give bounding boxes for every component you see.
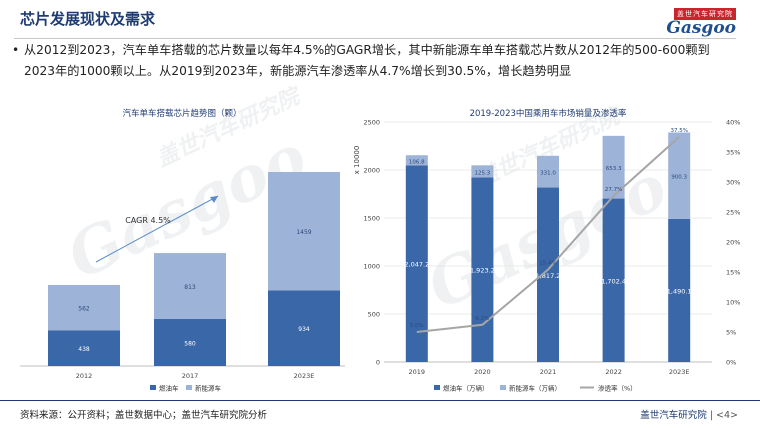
chart2-data-label: 331.0	[540, 171, 556, 177]
chart2-bar-nev	[471, 165, 494, 178]
chart2-bar-ice	[471, 177, 494, 362]
chart1-bar-ice	[154, 318, 226, 366]
chart2-x-tick: 2019	[409, 368, 426, 376]
chart2-bar-ice	[537, 187, 559, 362]
chart2-line-label: 37.5%	[670, 128, 687, 134]
chart2-line-label: 6.2%	[475, 316, 489, 322]
chart2-y-tick: 0	[376, 359, 380, 367]
chart1-cagr-label: CAGR 4.5%	[125, 216, 171, 225]
chart2-x-tick: 2020	[474, 368, 491, 376]
chart2-legend-label: 渗透率（%）	[598, 384, 637, 393]
chart2-y-tick: 1500	[363, 215, 380, 223]
logo-top-text: 盖世汽车研究院	[674, 8, 736, 20]
chart2-data-label: 900.3	[671, 175, 687, 181]
page-title: 芯片发展现状及需求	[20, 10, 156, 28]
chart2-line-label: 27.7%	[605, 187, 622, 193]
chart1-bar-nev	[154, 253, 226, 319]
page-number: | <4>	[709, 410, 738, 421]
chart1-legend-label: 新能源车	[195, 384, 222, 393]
chart1-bar-nev	[48, 284, 120, 331]
chart1-cagr-arrow	[95, 195, 219, 263]
summary-bullet: • 从2012到2023，汽车单车搭载的芯片数量以每年4.5%的GAGR增长，其…	[12, 40, 736, 82]
chart1-legend-swatch	[186, 385, 192, 390]
chart2-data-label: 1,817.2	[536, 272, 561, 280]
chart2-data-label: 125.3	[475, 170, 491, 176]
chart2-bar-ice	[602, 198, 625, 362]
chart2-legend-swatch	[500, 385, 506, 390]
chart2-data-label: 653.3	[606, 166, 622, 172]
chart2-y2-tick: 35%	[726, 149, 740, 157]
chart2-y2-tick: 20%	[726, 239, 740, 247]
chart2-y2-tick: 25%	[726, 209, 740, 217]
chart2-y-axis-label: x 10000	[353, 146, 361, 175]
chart2-legend-swatch	[434, 385, 440, 390]
brand-logo: 盖世汽车研究院 Gasgoo	[654, 8, 736, 38]
footer-org-name: 盖世汽车研究院	[640, 410, 707, 421]
chart1-bar-ice	[48, 330, 120, 366]
chart1-data-label: 438	[78, 346, 90, 353]
chart2-penetration-line	[416, 136, 680, 333]
chart1-data-label: 562	[78, 306, 90, 313]
chart2-legend-label: 新能源车（万辆）	[509, 384, 561, 393]
chart1-bar-ice	[268, 290, 340, 366]
chart2-y-tick: 500	[368, 311, 380, 319]
bullet-dot-icon: •	[12, 43, 20, 57]
chart2-data-label: 1,490.1	[667, 287, 692, 295]
chart2-y-tick: 2500	[363, 119, 380, 127]
chart2-bar-ice	[668, 218, 691, 362]
chart2-x-tick: 2023E	[669, 368, 690, 376]
chart1-title: 汽车单车搭载芯片趋势图（颗）	[122, 108, 241, 119]
chart1-bar-nev	[268, 172, 340, 291]
chart1-legend-label: 燃油车	[159, 384, 179, 393]
chart1-legend-swatch	[150, 385, 156, 390]
chart1-x-tick: 2012	[76, 372, 93, 380]
chart2-y2-tick: 5%	[726, 329, 736, 337]
chart2-x-tick: 2021	[540, 368, 557, 376]
chart1-data-label: 934	[298, 326, 310, 333]
chart2-line-label: 5.0%	[410, 323, 424, 329]
chart2-bar-ice	[405, 165, 428, 362]
chart2-data-label: 1,923.2	[470, 267, 495, 275]
summary-text: 从2012到2023，汽车单车搭载的芯片数量以每年4.5%的GAGR增长，其中新…	[24, 43, 710, 78]
footer-divider	[0, 400, 760, 401]
chart2-title: 2019-2023中国乘用车市场销量及渗透率	[470, 108, 627, 119]
chart2-y-tick: 2000	[363, 167, 380, 175]
footer-source: 资料来源：公开资料；盖世数据中心；盖世汽车研究院分析	[20, 410, 268, 421]
chart1-cagr-arrowhead	[210, 196, 218, 203]
chart1-data-label: 1459	[296, 229, 311, 236]
chart2-y-tick: 1000	[363, 263, 380, 271]
chart2-data-label: 2,047.2	[404, 261, 429, 269]
chart1-x-tick: 2017	[182, 372, 199, 380]
chart1-x-tick: 2023E	[294, 372, 315, 380]
chart2-y2-tick: 30%	[726, 179, 740, 187]
chart2-data-label: 1,702.4	[601, 277, 626, 285]
header-divider	[14, 38, 736, 39]
chart2-y2-tick: 10%	[726, 299, 740, 307]
chart2-y2-tick: 40%	[726, 119, 740, 127]
chart2-bar-nev	[537, 155, 559, 188]
logo-main-text: Gasgoo	[666, 18, 736, 38]
chart2-x-tick: 2022	[605, 368, 622, 376]
chart2-bar-nev	[602, 135, 625, 199]
chart2-line-label: 15.4%	[539, 261, 556, 267]
chart2-bar-nev	[405, 155, 428, 166]
chart1-data-label: 580	[184, 340, 196, 347]
footer-org: 盖世汽车研究院 | <4>	[640, 407, 738, 421]
chart2-legend-label: 燃油车（万辆）	[443, 384, 489, 393]
chart2-y2-tick: 15%	[726, 269, 740, 277]
chart1-data-label: 813	[184, 284, 196, 291]
chart2-y2-tick: 0%	[726, 359, 736, 367]
chart2-data-label: 106.8	[409, 159, 425, 165]
chart2-bar-nev	[668, 132, 691, 219]
